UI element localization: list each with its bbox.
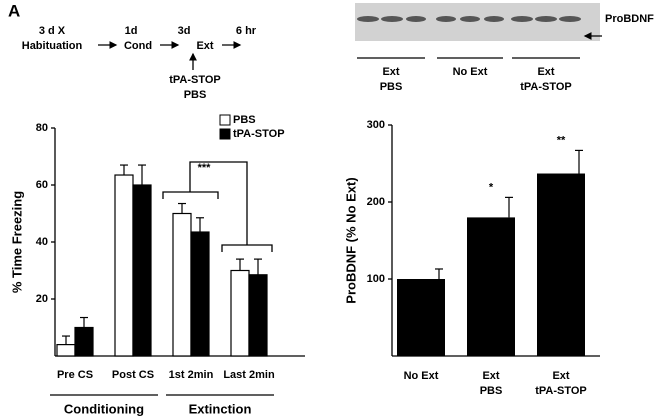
blot-group: tPA-STOP	[520, 81, 572, 93]
bar	[74, 326, 94, 357]
x-tick-label: Last 2min	[223, 369, 275, 381]
x-tick-label: No Ext	[404, 370, 439, 382]
blot-group: Ext	[537, 66, 554, 78]
bar	[190, 231, 210, 357]
protocol-text: 3 d X	[39, 25, 66, 37]
bar	[537, 173, 585, 356]
x-tick-label: Ext	[552, 370, 569, 382]
bar	[397, 279, 445, 356]
legend-label: tPA-STOP	[233, 128, 285, 140]
group-label: Extinction	[189, 401, 252, 416]
y-tick-label: 80	[36, 122, 48, 134]
legend-label: PBS	[233, 114, 256, 126]
y-tick-label: 60	[36, 179, 48, 191]
bar	[132, 184, 152, 357]
annotation: ***	[198, 162, 212, 174]
x-tick-label: 1st 2min	[169, 369, 214, 381]
blot-bands	[357, 16, 581, 22]
y-tick-label: 200	[367, 196, 385, 208]
y-tick-label: 20	[36, 293, 48, 305]
bar	[172, 212, 192, 357]
group-label: Conditioning	[64, 401, 144, 416]
blot-image	[355, 3, 600, 41]
blot-group: PBS	[380, 81, 403, 93]
x-tick-label: Ext	[482, 370, 499, 382]
significance: *	[489, 181, 494, 193]
protocol-text: PBS	[184, 89, 207, 101]
bar	[230, 269, 250, 357]
bar	[56, 344, 76, 357]
protocol-text: 1d	[125, 25, 138, 37]
legend-swatch	[219, 128, 231, 140]
y-axis-label: ProBDNF (% No Ext)	[343, 177, 358, 303]
panel-label: A	[8, 1, 20, 20]
y-tick-label: 40	[36, 236, 48, 248]
blot-group: No Ext	[453, 66, 488, 78]
protocol-text: Ext	[196, 40, 213, 52]
bar	[248, 274, 268, 357]
x-tick-label: PBS	[480, 385, 503, 397]
y-tick-label: 100	[367, 273, 385, 285]
bar	[114, 174, 134, 357]
bar	[467, 217, 515, 356]
band-label: ProBDNF	[605, 13, 654, 25]
significance: **	[557, 134, 566, 146]
significance-bracket	[162, 161, 273, 252]
y-axis-label: % Time Freezing	[9, 191, 24, 293]
protocol-text: tPA-STOP	[169, 74, 221, 86]
x-tick-label: Post CS	[112, 369, 154, 381]
x-tick-label: tPA-STOP	[535, 385, 587, 397]
protocol-text: Cond	[124, 40, 152, 52]
protocol-text: Habituation	[22, 40, 83, 52]
y-tick-label: 300	[367, 119, 385, 131]
protocol-text: 3d	[178, 25, 191, 37]
protocol-text: 6 hr	[236, 25, 257, 37]
legend-swatch	[219, 114, 231, 126]
blot-group: Ext	[382, 66, 399, 78]
x-tick-label: Pre CS	[57, 369, 93, 381]
